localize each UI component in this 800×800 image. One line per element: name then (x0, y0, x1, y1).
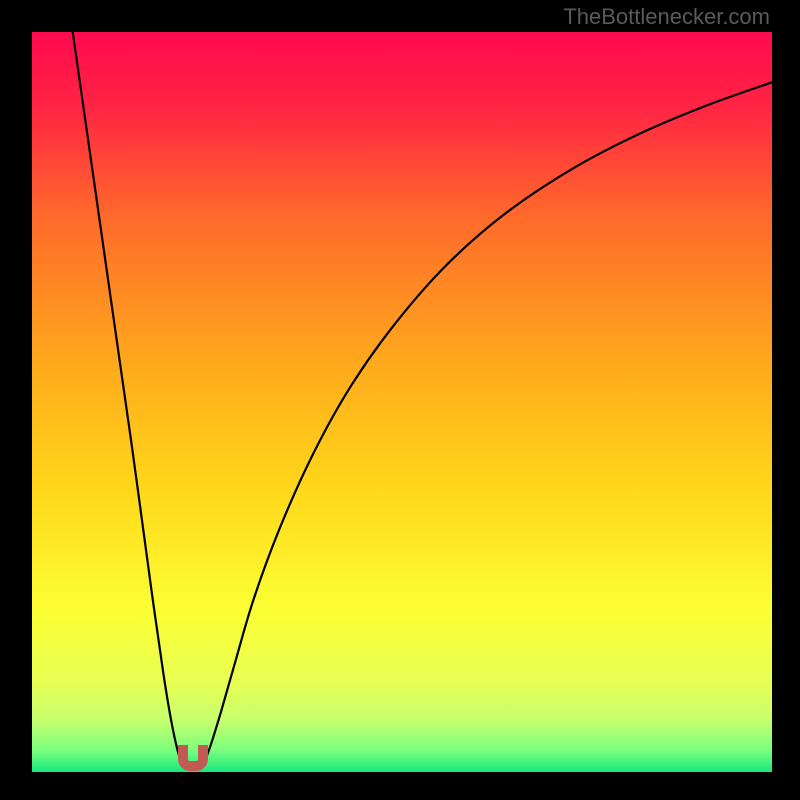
plot-area (32, 32, 772, 772)
bottleneck-curve (32, 32, 772, 772)
watermark-text: TheBottlenecker.com (563, 4, 770, 30)
curve-left-branch (73, 32, 183, 763)
optimal-point-marker (178, 745, 208, 771)
curve-right-branch (204, 82, 772, 763)
chart-frame: TheBottlenecker.com (0, 0, 800, 800)
